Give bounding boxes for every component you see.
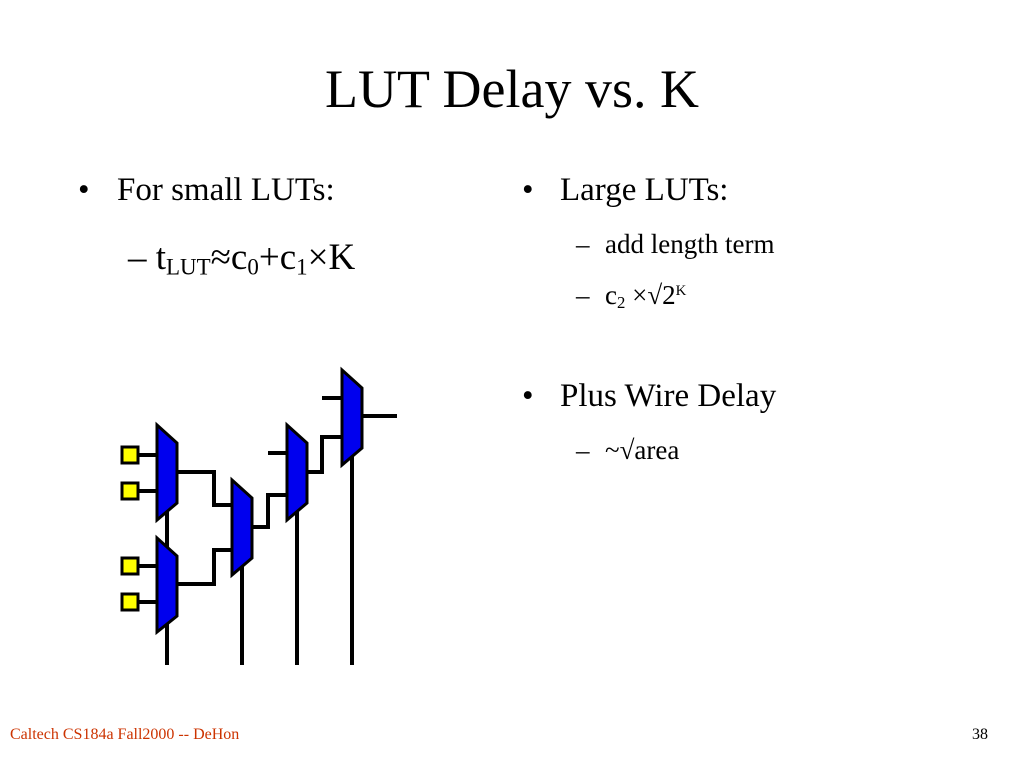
bullet-text: Large LUTs: (560, 172, 729, 208)
text-sub: 2 (616, 293, 626, 313)
dash: – (576, 229, 590, 259)
formula-sub: LUT (166, 254, 211, 280)
formula-part: ≈c (210, 237, 248, 278)
formula: – tLUT≈c0+c1×K (128, 237, 356, 280)
dash: – (576, 280, 590, 310)
formula-part: ×K (307, 237, 356, 278)
formula-sub: 0 (247, 254, 259, 280)
page-number: 38 (972, 726, 988, 743)
footer-text: Caltech CS184a Fall2000 -- DeHon (10, 726, 240, 743)
sub-bullet: ~√area (605, 435, 680, 465)
bullet-text: Plus Wire Delay (560, 378, 777, 414)
text-sup: K (675, 283, 687, 300)
dash: – (576, 435, 590, 465)
sub-bullet: add length term (605, 229, 775, 259)
bullet-text: For small LUTs: (117, 172, 335, 208)
bullet-marker: • (522, 172, 534, 208)
slide-title: LUT Delay vs. K (325, 59, 699, 119)
formula-part: t (155, 237, 167, 278)
sub-bullet: c2 ×√2K (605, 280, 686, 313)
formula-part: +c (258, 237, 297, 278)
bullet-marker: • (78, 172, 90, 208)
text-part: c (605, 280, 617, 310)
bullet-marker: • (522, 378, 534, 414)
text-part: ×√2 (625, 280, 676, 310)
formula-sub: 1 (296, 254, 308, 280)
